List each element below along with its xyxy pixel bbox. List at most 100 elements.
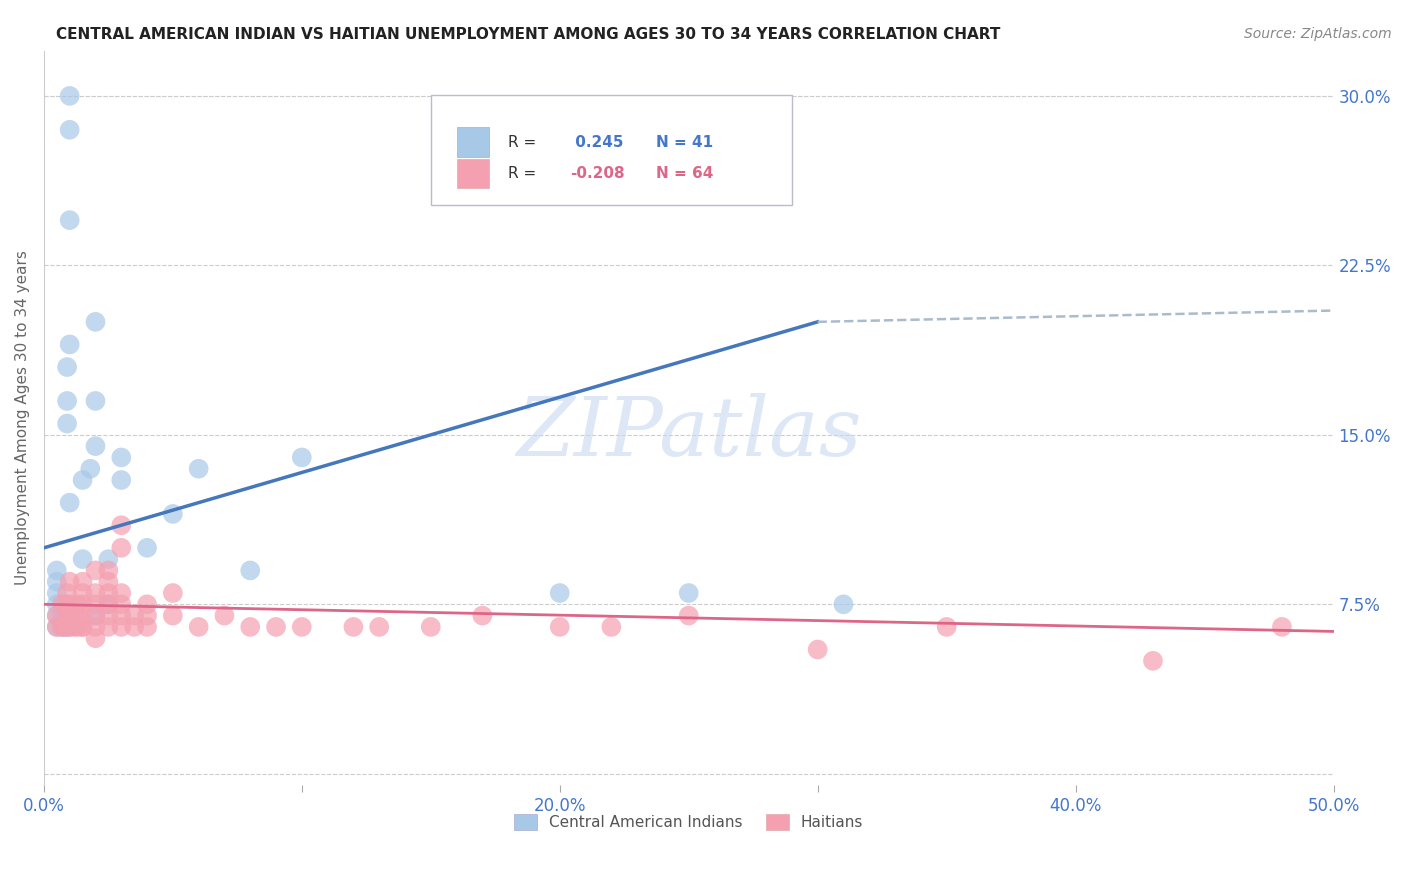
Text: R =: R =: [508, 135, 541, 150]
Point: [239, 620, 262, 634]
Point: [342, 620, 364, 634]
Point: [63, 608, 86, 623]
Point: [162, 586, 184, 600]
FancyBboxPatch shape: [457, 128, 489, 157]
Point: [136, 620, 159, 634]
Point: [84, 608, 107, 623]
Point: [56, 393, 79, 408]
Point: [291, 620, 314, 634]
Point: [59, 574, 82, 589]
Point: [53, 620, 76, 634]
Point: [187, 620, 209, 634]
Point: [45, 574, 67, 589]
Text: CENTRAL AMERICAN INDIAN VS HAITIAN UNEMPLOYMENT AMONG AGES 30 TO 34 YEARS CORREL: CENTRAL AMERICAN INDIAN VS HAITIAN UNEMP…: [56, 27, 1001, 42]
Point: [72, 473, 94, 487]
Point: [136, 541, 159, 555]
Text: Source: ZipAtlas.com: Source: ZipAtlas.com: [1244, 27, 1392, 41]
Point: [66, 608, 89, 623]
Point: [97, 597, 120, 611]
Point: [97, 586, 120, 600]
Point: [110, 620, 132, 634]
Point: [110, 450, 132, 465]
Point: [214, 608, 236, 623]
Point: [56, 620, 79, 634]
Point: [59, 337, 82, 351]
Point: [59, 620, 82, 634]
Point: [59, 608, 82, 623]
Point: [72, 574, 94, 589]
Point: [56, 417, 79, 431]
Point: [678, 608, 700, 623]
Point: [84, 563, 107, 577]
Point: [63, 620, 86, 634]
Point: [59, 608, 82, 623]
Point: [471, 608, 494, 623]
Point: [600, 620, 623, 634]
Point: [59, 122, 82, 136]
Point: [51, 597, 73, 611]
Point: [110, 597, 132, 611]
Point: [84, 631, 107, 645]
Point: [56, 597, 79, 611]
Point: [97, 552, 120, 566]
Text: 0.245: 0.245: [569, 135, 623, 150]
Text: R =: R =: [508, 166, 541, 181]
Point: [162, 507, 184, 521]
Point: [239, 563, 262, 577]
Point: [419, 620, 441, 634]
Point: [122, 608, 145, 623]
Point: [72, 620, 94, 634]
Point: [59, 620, 82, 634]
Point: [59, 88, 82, 103]
Point: [53, 620, 76, 634]
Point: [187, 461, 209, 475]
Point: [51, 620, 73, 634]
Point: [72, 620, 94, 634]
Point: [832, 597, 855, 611]
Point: [1142, 654, 1164, 668]
Point: [59, 213, 82, 227]
Point: [548, 620, 571, 634]
Text: N = 41: N = 41: [657, 135, 714, 150]
Point: [136, 608, 159, 623]
Point: [56, 586, 79, 600]
Point: [45, 608, 67, 623]
Point: [291, 450, 314, 465]
Point: [56, 359, 79, 374]
Point: [45, 597, 67, 611]
Point: [56, 608, 79, 623]
Point: [84, 608, 107, 623]
Point: [72, 597, 94, 611]
Point: [97, 574, 120, 589]
Y-axis label: Unemployment Among Ages 30 to 34 years: Unemployment Among Ages 30 to 34 years: [15, 251, 30, 585]
Point: [45, 620, 67, 634]
Point: [66, 597, 89, 611]
Point: [110, 608, 132, 623]
FancyBboxPatch shape: [457, 159, 489, 188]
Point: [45, 586, 67, 600]
Text: N = 64: N = 64: [657, 166, 714, 181]
Point: [84, 315, 107, 329]
Point: [136, 597, 159, 611]
Point: [548, 586, 571, 600]
Point: [79, 461, 101, 475]
Legend: Central American Indians, Haitians: Central American Indians, Haitians: [508, 808, 869, 836]
Point: [1271, 620, 1294, 634]
Point: [53, 608, 76, 623]
Point: [97, 563, 120, 577]
Point: [97, 620, 120, 634]
Point: [56, 608, 79, 623]
Text: -0.208: -0.208: [569, 166, 624, 181]
Point: [51, 608, 73, 623]
Point: [110, 473, 132, 487]
Point: [45, 563, 67, 577]
Point: [110, 586, 132, 600]
Point: [59, 597, 82, 611]
Point: [97, 597, 120, 611]
Point: [84, 597, 107, 611]
Point: [84, 439, 107, 453]
Point: [66, 620, 89, 634]
Point: [72, 552, 94, 566]
Point: [45, 620, 67, 634]
Point: [84, 586, 107, 600]
